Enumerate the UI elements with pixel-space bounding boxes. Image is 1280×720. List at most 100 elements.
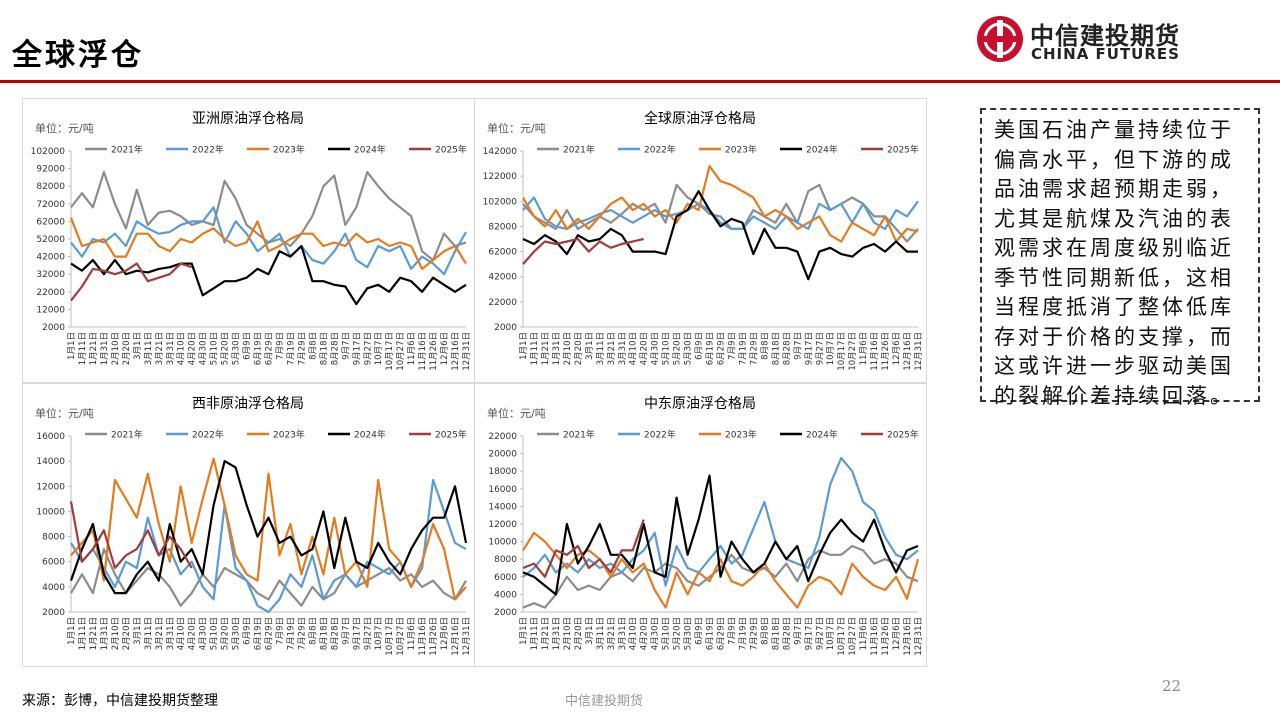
legend-label: 2024年 [354,429,386,441]
x-tick-label: 12月16日 [451,332,461,371]
y-tick-label: 12000 [36,305,65,315]
x-tick-label: 12月31日 [462,332,472,371]
x-tick-label: 1月21日 [541,617,551,650]
series-line [522,237,644,265]
x-tick-label: 1月31日 [100,332,110,365]
x-tick-label: 5月30日 [684,332,694,365]
x-tick-label: 2月10日 [111,617,121,650]
legend-label: 2021年 [563,144,595,156]
unit-label: 单位：元/吨 [35,406,94,420]
legend-label: 2025年 [435,144,467,156]
x-tick-label: 1月1日 [67,617,77,645]
x-tick-label: 6月29日 [717,617,727,650]
x-tick-label: 6月9日 [243,617,253,645]
legend-label: 2024年 [354,144,386,156]
x-tick-label: 12月31日 [462,617,472,656]
x-tick-label: 4月20日 [188,617,198,650]
x-tick-label: 3月31日 [166,617,176,650]
x-tick-label: 4月20日 [640,332,650,365]
y-tick-label: 6000 [42,558,65,568]
header-rule [0,80,1280,83]
x-tick-label: 12月16日 [903,617,913,656]
y-tick-label: 12000 [36,482,65,492]
x-tick-label: 12月31日 [914,617,924,656]
unit-label: 单位：元/吨 [487,406,546,420]
x-tick-label: 2月20日 [574,332,584,365]
chart-panel: 单位：元/吨 中东原油浮仓格局 2000 4000 6000 8000 10000 12000… [474,383,927,667]
x-tick-label: 3月21日 [155,332,165,365]
x-tick-label: 11月6日 [407,617,417,650]
x-tick-label: 4月10日 [177,332,187,365]
x-tick-label: 10月17日 [837,332,847,371]
chart-panel: 单位：元/吨 西非原油浮仓格局 2000 4000 6000 8000 10000 12000… [22,383,475,667]
x-tick-label: 7月9日 [275,617,285,645]
x-tick-label: 7月29日 [749,332,759,365]
x-tick-label: 11月16日 [870,332,880,371]
series-line [70,457,467,601]
x-tick-label: 4月20日 [188,332,198,365]
x-tick-label: 1月21日 [541,332,551,365]
y-tick-label: 16000 [36,432,65,442]
x-tick-label: 5月20日 [673,332,683,365]
chart-panel: 单位：元/吨 亚洲原油浮仓格局 2000 12000 22000 32000 42000 52… [22,98,475,383]
x-tick-label: 2月20日 [122,617,132,650]
x-tick-label: 2月10日 [563,617,573,650]
x-tick-label: 3月11日 [596,617,606,650]
chart: 单位：元/吨 西非原油浮仓格局 2000 4000 6000 8000 10000 12000… [35,396,472,656]
legend-label: 2025年 [887,429,919,441]
x-tick-label: 8月28日 [782,332,792,365]
x-tick-label: 3月31日 [166,332,176,365]
x-tick-label: 2月10日 [563,332,573,365]
x-tick-label: 6月29日 [717,332,727,365]
x-tick-label: 7月19日 [286,332,296,365]
x-tick-label: 10月7日 [826,617,836,650]
chart-title: 西非原油浮仓格局 [192,396,304,412]
legend-label: 2021年 [563,429,595,441]
x-tick-label: 8月28日 [330,617,340,650]
x-tick-label: 5月30日 [232,617,242,650]
x-tick-label: 4月30日 [651,617,661,650]
y-tick-label: 2000 [42,608,65,618]
x-tick-label: 3月11日 [596,332,606,365]
x-tick-label: 1月1日 [67,332,77,360]
series-line [522,474,919,596]
x-tick-label: 12月16日 [903,332,913,371]
chart: 单位：元/吨 全球原油浮仓格局 2000 22000 42000 62000 82000 10… [483,110,924,371]
x-tick-label: 3月1日 [585,617,595,645]
y-tick-label: 8000 [42,533,65,543]
x-tick-label: 8月18日 [319,617,329,650]
x-tick-label: 6月29日 [265,617,275,650]
x-tick-label: 8月8日 [308,617,318,645]
chart-panel: 单位：元/吨 全球原油浮仓格局 2000 22000 42000 62000 82000 10… [474,98,927,383]
y-tick-label: 2000 [494,608,517,618]
y-tick-label: 62000 [488,248,517,258]
x-tick-label: 12月6日 [440,332,450,365]
series-line [70,548,467,607]
x-tick-label: 10月27日 [396,332,406,371]
y-tick-label: 6000 [494,573,517,583]
x-tick-label: 3月11日 [144,332,154,365]
x-tick-label: 9月17日 [352,332,362,365]
series-line [522,183,919,243]
y-tick-label: 82000 [36,182,65,192]
series-line [69,460,468,595]
unit-label: 单位：元/吨 [35,121,94,135]
series-line [70,206,467,276]
x-tick-label: 1月11日 [78,617,88,650]
unit-label: 单位：元/吨 [487,121,546,135]
x-tick-label: 10月17日 [385,617,395,656]
x-tick-label: 8月28日 [330,332,340,365]
x-tick-label: 10月17日 [385,332,395,371]
legend-label: 2024年 [806,144,838,156]
legend-label: 2022年 [644,144,676,156]
x-tick-label: 7月19日 [738,617,748,650]
series-line [522,165,919,243]
logo-cn: 中信建投期货 [1030,21,1180,50]
x-tick-label: 9月27日 [815,617,825,650]
x-tick-label: 9月27日 [363,617,373,650]
legend-label: 2023年 [273,144,305,156]
x-tick-label: 5月20日 [221,617,231,650]
x-tick-label: 9月17日 [804,332,814,365]
x-tick-label: 12月31日 [914,332,924,371]
x-tick-label: 9月27日 [815,332,825,365]
